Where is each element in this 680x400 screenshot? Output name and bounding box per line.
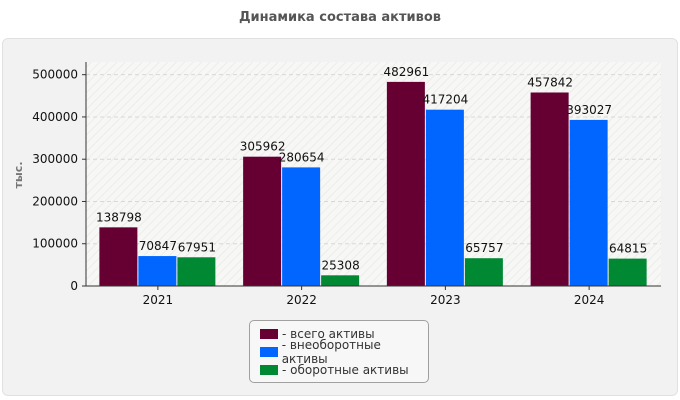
data-label: 67951 [178,240,216,254]
data-label: 305962 [240,140,286,154]
x-tick-label: 2022 [286,293,317,307]
y-tick-label: 400000 [32,110,78,124]
chart-title: Динамика состава активов [238,10,442,25]
legend-swatch-noncurrent [260,347,278,357]
data-label: 64815 [609,242,647,256]
y-tick-label: 500000 [32,68,78,82]
bars [99,81,647,286]
bar [243,156,282,286]
data-label: 482961 [383,65,429,79]
legend-item-current: - оборотные активы [250,361,428,379]
bar [99,227,138,286]
x-tick-label: 2024 [574,293,605,307]
axes: 0 100000 200000 300000 400000 500000 2021 2022 2… [32,62,661,307]
bar [138,256,177,286]
legend: - всего активы - внеоборотные активы - о… [249,320,429,383]
data-label: 138798 [96,210,142,224]
bar [530,92,569,286]
y-axis-label: тыс. [12,161,25,188]
data-label: 280654 [279,150,325,164]
bar [569,119,608,286]
x-tick-label: 2023 [430,293,461,307]
x-tick-label: 2021 [143,293,174,307]
legend-label-noncurrent: - внеоборотные активы [281,338,381,366]
data-label: 457842 [527,75,573,89]
bar [464,258,503,286]
data-label: 25308 [322,258,360,272]
bar [425,109,464,286]
bar [386,81,425,286]
y-tick-label: 200000 [32,194,78,208]
data-label: 70847 [139,239,177,253]
bar [177,257,216,286]
data-label: 65757 [465,241,503,255]
legend-item-noncurrent: - внеоборотные активы [250,338,428,366]
data-label: 393027 [566,103,612,117]
legend-swatch-current [260,365,278,375]
bar [608,258,647,286]
legend-item-total: - всего активы [250,325,428,343]
bar [321,275,360,286]
bar [282,167,321,286]
legend-swatch-total [260,329,278,339]
y-tick-label: 300000 [32,152,78,166]
y-tick-label: 100000 [32,237,78,251]
legend-label-current: - оборотные активы [282,363,409,377]
data-label: 417204 [422,93,468,107]
y-tick-label: 0 [70,279,78,293]
legend-label-total: - всего активы [282,327,375,341]
